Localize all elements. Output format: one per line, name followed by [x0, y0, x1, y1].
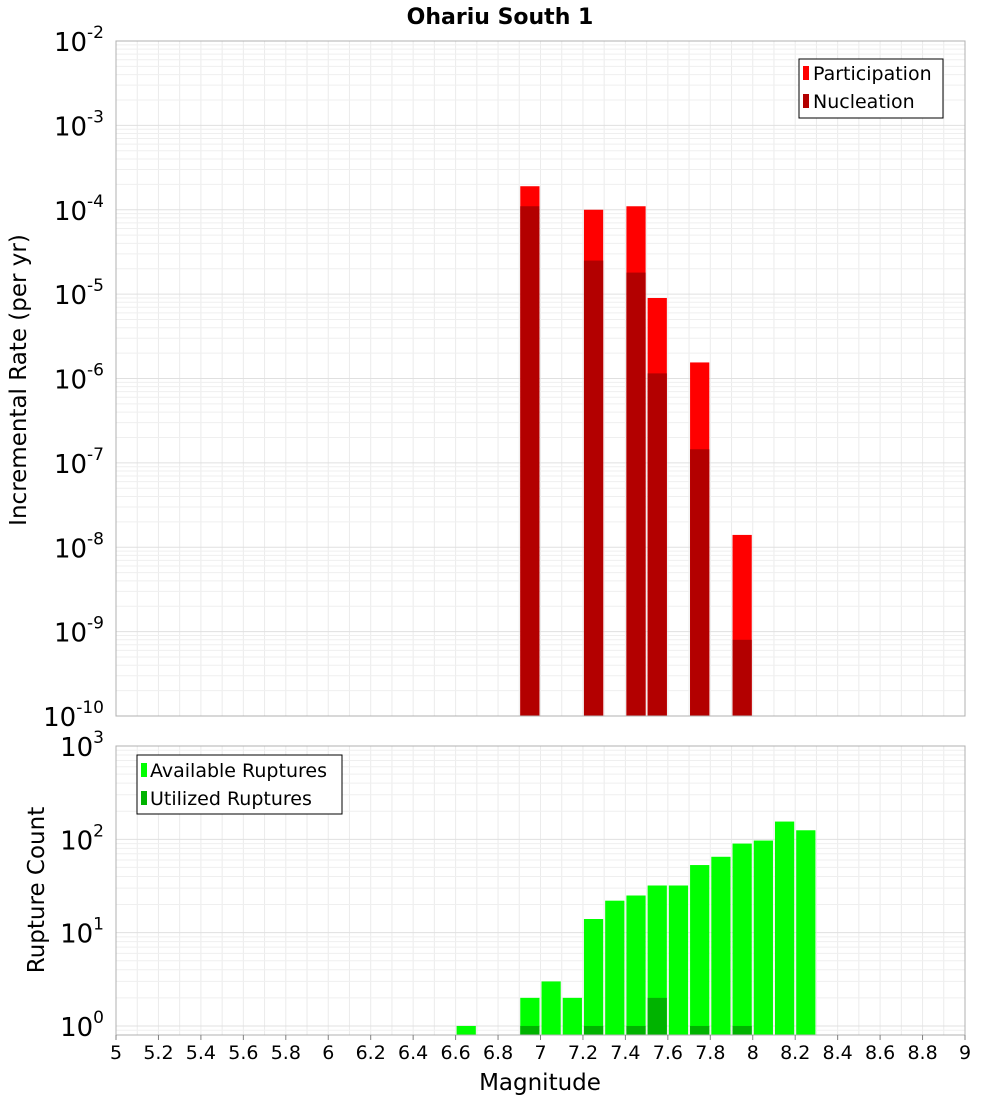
x-tick-label: 7.8 [695, 1042, 725, 1064]
rate-y-tick-label: 10-9 [54, 614, 104, 649]
legend-swatch-participation [803, 66, 809, 80]
count-y-tick-label: 100 [60, 1008, 104, 1043]
rate-bar-nucleation [732, 639, 752, 716]
count-bar-available-ruptures [647, 885, 667, 1035]
rate-y-tick-label: 10-8 [54, 529, 104, 564]
count-bar-available-ruptures [520, 997, 540, 1035]
rate-plot-border [115, 40, 966, 717]
count-bar-available-ruptures [753, 840, 773, 1035]
x-tick-label: 6 [322, 1042, 334, 1064]
count-bar-available-ruptures [668, 885, 689, 1035]
count-bar-available-ruptures [711, 856, 731, 1035]
count-bar-utilized-ruptures [690, 1025, 710, 1035]
x-tick-label: 5.4 [186, 1042, 216, 1064]
count-y-ticks: 100 101 102 103 [60, 728, 104, 1043]
x-tick-label: 8 [747, 1042, 759, 1064]
rate-bar-nucleation [690, 449, 710, 716]
x-tick-label: 7.4 [610, 1042, 640, 1064]
count-bar-available-ruptures [796, 830, 816, 1035]
count-bar-available-ruptures [605, 900, 625, 1035]
count-bar-available-ruptures [562, 997, 582, 1035]
x-tick-label: 5.2 [143, 1042, 173, 1064]
x-tick-label: 8.8 [907, 1042, 937, 1064]
rate-y-ticks: 10-10 10-9 10-8 10-7 10-6 10-5 10-4 10-3 10-2 [43, 23, 104, 733]
rate-bar-nucleation [520, 206, 540, 716]
count-bar-utilized-ruptures [626, 1025, 646, 1035]
count-y-tick-label: 103 [60, 728, 104, 763]
legend-label-nucleation: Nucleation [813, 91, 915, 113]
rate-y-axis-label: Incremental Rate (per yr) [6, 234, 32, 526]
rate-y-tick-label: 10-5 [54, 276, 104, 311]
x-tick-label: 5.8 [271, 1042, 301, 1064]
rate-bar-nucleation [583, 260, 604, 716]
legend-label-available: Available Ruptures [150, 760, 327, 782]
legend-swatch-available [141, 763, 147, 777]
x-tick-label: 6.4 [398, 1042, 428, 1064]
legend-label-participation: Participation [813, 63, 932, 85]
x-tick-label: 8.6 [865, 1042, 895, 1064]
rate-y-tick-label: 10-7 [54, 445, 104, 480]
legend-label-utilized: Utilized Ruptures [150, 788, 312, 810]
count-panel: 100 101 102 103 5 5.2 5.4 5.6 5.8 6 6.2 6.4 6.6 6.8 7… [24, 728, 971, 1096]
x-tick-label: 6.2 [356, 1042, 386, 1064]
count-bar-utilized-ruptures [520, 1025, 540, 1035]
rate-grid [116, 41, 965, 717]
magnitude-x-ticks: 5 5.2 5.4 5.6 5.8 6 6.2 6.4 6.6 6.8 7 7.2 7.4 7.6 7.8 8… [110, 1035, 971, 1064]
count-bar-utilized-ruptures [583, 1025, 604, 1035]
chart-title: Ohariu South 1 [407, 5, 594, 30]
x-tick-label: 6.8 [483, 1042, 513, 1064]
legend-swatch-nucleation [803, 94, 809, 108]
x-tick-label: 7.2 [568, 1042, 598, 1064]
count-bar-available-ruptures [774, 821, 795, 1035]
count-y-axis-label: Rupture Count [24, 807, 50, 973]
x-tick-label: 5.6 [228, 1042, 258, 1064]
x-tick-label: 6.6 [440, 1042, 470, 1064]
count-bar-utilized-ruptures [647, 997, 667, 1035]
count-bar-available-ruptures [541, 981, 561, 1035]
x-tick-label: 8.2 [780, 1042, 810, 1064]
legend-swatch-utilized [141, 791, 147, 805]
count-bar-available-ruptures [732, 843, 752, 1035]
x-tick-label: 8.4 [823, 1042, 853, 1064]
count-y-tick-label: 101 [60, 915, 104, 950]
x-tick-label: 5 [110, 1042, 122, 1064]
count-bar-available-ruptures [690, 865, 710, 1035]
count-bar-available-ruptures [626, 895, 646, 1035]
rate-y-tick-label: 10-6 [54, 361, 104, 396]
rate-bars [520, 186, 752, 716]
count-bar-available-ruptures [583, 919, 604, 1035]
x-tick-label: 7 [534, 1042, 546, 1064]
x-axis-label: Magnitude [479, 1070, 601, 1096]
x-tick-label: 9 [959, 1042, 971, 1064]
count-legend-box [136, 754, 343, 815]
rate-bar-nucleation [647, 373, 667, 716]
rate-y-tick-label: 10-10 [43, 698, 104, 733]
x-tick-label: 7.6 [653, 1042, 683, 1064]
count-bar-available-ruptures [456, 1025, 476, 1035]
count-legend: Available Ruptures Utilized Ruptures [136, 754, 343, 815]
rate-y-tick-label: 10-4 [54, 192, 104, 227]
count-y-tick-label: 102 [60, 821, 104, 856]
count-bar-utilized-ruptures [732, 1025, 752, 1035]
rate-legend-box [798, 58, 944, 119]
rate-legend: Participation Nucleation [798, 58, 944, 119]
rate-y-tick-label: 10-3 [54, 107, 104, 142]
count-bars [456, 821, 816, 1035]
rate-bar-nucleation [626, 272, 646, 716]
rate-panel: 10-10 10-9 10-8 10-7 10-6 10-5 10-4 10-3 10-2 In… [6, 23, 966, 733]
rate-y-tick-label: 10-2 [54, 23, 104, 58]
